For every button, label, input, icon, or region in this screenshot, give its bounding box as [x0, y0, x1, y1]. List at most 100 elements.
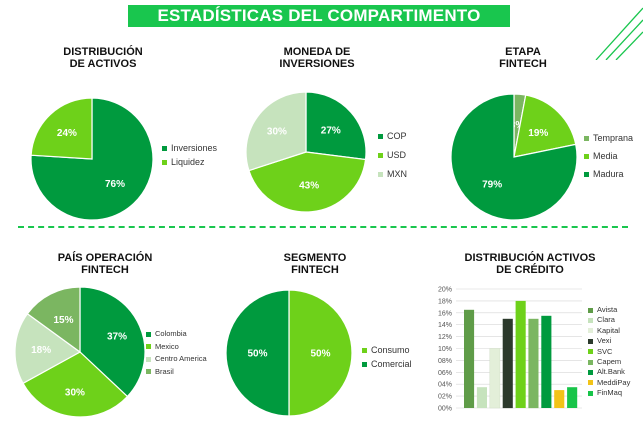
credito-legend-item: Vexi: [588, 336, 611, 346]
legend-swatch: [162, 146, 167, 152]
credito-y-tick: 00%: [438, 406, 452, 413]
legend-swatch: [588, 349, 593, 355]
corner-decoration: [595, 7, 643, 60]
section-divider: [18, 226, 628, 228]
chart-title-moneda: MONEDA DE INVERSIONES: [242, 46, 392, 70]
legend-swatch: [584, 172, 589, 178]
moneda-value-label: 27%: [321, 126, 341, 137]
activos-value-label: 76%: [105, 179, 125, 190]
moneda-slice-usd: [248, 151, 367, 213]
pais-legend-item: Mexico: [146, 342, 179, 352]
legend-label: USD: [387, 150, 407, 160]
legend-label: Liquidez: [171, 157, 205, 167]
chart-title-etapa: ETAPA FINTECH: [448, 46, 598, 70]
chart-title-line: SEGMENTO: [283, 252, 347, 264]
legend-label: Media: [593, 151, 618, 161]
credito-legend-item: Avista: [588, 305, 617, 315]
chart-title-line: FINTECH: [499, 58, 547, 70]
credito-bar-capem: [528, 318, 539, 409]
credito-legend-item: Clara: [588, 315, 615, 325]
legend-label: Centro America: [155, 354, 207, 363]
credito-y-tick: 04%: [438, 382, 452, 389]
legend-swatch: [584, 136, 589, 142]
legend-label: SVC: [597, 346, 613, 356]
legend-label: Madura: [593, 169, 624, 179]
segmento-legend-item: Consumo: [362, 345, 410, 355]
legend-swatch: [588, 328, 593, 334]
legend-label: Consumo: [371, 345, 410, 355]
legend-swatch: [588, 369, 593, 375]
legend-label: Mexico: [155, 341, 179, 351]
legend-swatch: [146, 344, 151, 350]
legend-swatch: [162, 160, 167, 166]
chart-title-line: MONEDA DE: [283, 46, 351, 58]
credito-y-tick: 18%: [438, 298, 452, 305]
legend-swatch: [146, 331, 151, 337]
pais-slice-mexico: [22, 351, 129, 418]
chart-title-line: DE ACTIVOS: [69, 58, 137, 70]
moneda-slice-cop: [305, 91, 367, 161]
credito-legend-item: FinMaq: [588, 388, 622, 398]
pais-value-label: 30%: [65, 388, 85, 399]
credito-legend-item: Capem: [588, 357, 621, 367]
credito-y-tick: 02%: [438, 394, 452, 401]
moneda-value-label: 30%: [267, 126, 287, 137]
credito-bar-meddipay: [554, 390, 565, 408]
legend-label: Avista: [597, 305, 618, 314]
legend-label: Inversiones: [171, 143, 218, 153]
legend-swatch: [588, 338, 593, 344]
moneda-legend-item: USD: [378, 150, 406, 160]
etapa-value-label: 79%: [482, 179, 502, 190]
pais-value-label: 18%: [31, 345, 51, 356]
legend-swatch: [378, 153, 383, 159]
credito-bar-finmaq: [567, 387, 578, 408]
credito-y-tick: 16%: [438, 310, 452, 317]
activos-legend-item: Liquidez: [162, 157, 205, 167]
moneda-slice-mxn: [245, 91, 307, 172]
etapa-legend-item: Temprana: [584, 133, 633, 143]
credito-y-tick: 08%: [438, 358, 452, 365]
legend-swatch: [588, 307, 593, 313]
title-bar: [128, 5, 510, 27]
activos-slice-liquidez: [30, 97, 93, 160]
credito-legend-item: SVC: [588, 347, 612, 357]
legend-label: Kapital: [597, 325, 620, 335]
credito-bar-clara: [476, 387, 487, 408]
legend-swatch: [588, 317, 593, 323]
legend-label: Capem: [597, 357, 622, 366]
legend-swatch: [584, 154, 589, 160]
credito-bar-avista: [464, 309, 475, 408]
etapa-value-label: 19%: [528, 128, 548, 139]
legend-swatch: [378, 172, 383, 178]
chart-title-pais: PAÍS OPERACIÓN FINTECH: [30, 252, 180, 276]
legend-label: Colombia: [155, 329, 187, 338]
credito-bar-vexi: [502, 318, 513, 409]
legend-label: Alt.Bank: [597, 367, 625, 377]
pais-slice-colombia: [79, 286, 146, 398]
chart-title-line: ETAPA: [505, 46, 541, 58]
page-title: ESTADÍSTICAS DEL COMPARTIMENTO: [157, 6, 481, 25]
segmento-legend-item: Comercial: [362, 359, 412, 369]
moneda-legend-item: MXN: [378, 169, 407, 179]
legend-swatch: [588, 390, 593, 396]
legend-label: Brasil: [155, 366, 174, 376]
chart-title-segmento: SEGMENTO FINTECH: [240, 252, 390, 276]
chart-title-line: DE CRÉDITO: [496, 264, 564, 276]
chart-title-activos: DISTRIBUCIÓN DE ACTIVOS: [28, 46, 178, 70]
etapa-slice-madura: [450, 93, 578, 221]
etapa-legend-item: Media: [584, 151, 618, 161]
chart-title-line: DISTRIBUCIÓN: [63, 46, 143, 58]
legend-label: MXN: [387, 169, 407, 179]
etapa-legend-item: Madura: [584, 169, 624, 179]
legend-swatch: [588, 380, 593, 386]
segmento-value-label: 50%: [247, 349, 267, 360]
credito-y-tick: 20%: [438, 287, 452, 294]
pais-legend-item: Brasil: [146, 367, 174, 377]
legend-label: Clara: [597, 315, 615, 325]
legend-label: COP: [387, 131, 407, 141]
pais-slice-centro-america: [14, 312, 82, 385]
chart-title-credito: DISTRIBUCIÓN ACTIVOS DE CRÉDITO: [445, 252, 615, 276]
pais-legend-item: Colombia: [146, 329, 187, 339]
